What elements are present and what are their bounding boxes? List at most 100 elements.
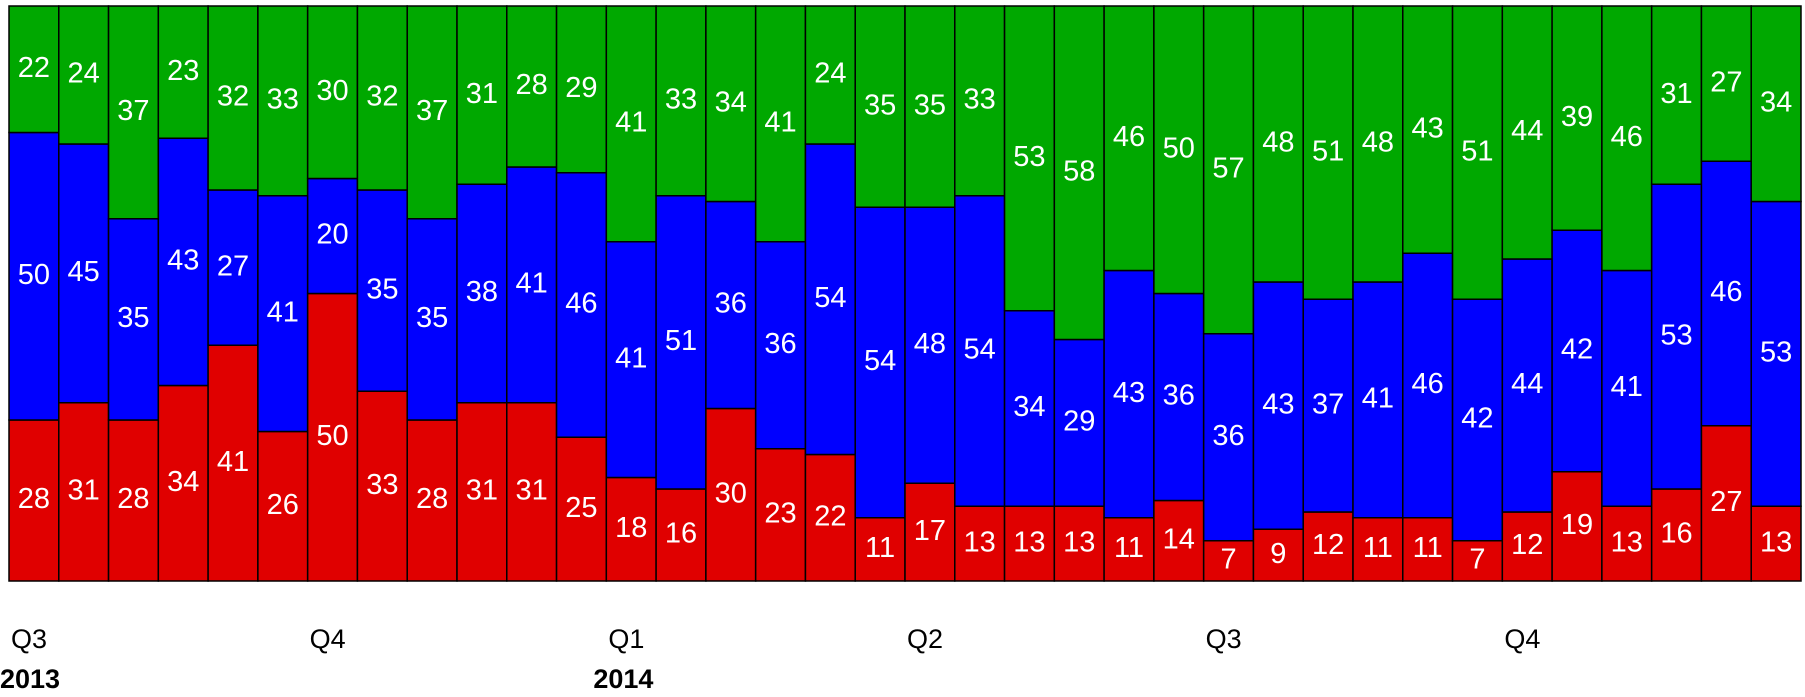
- data-label: 46: [565, 288, 597, 320]
- data-label: 36: [715, 288, 747, 320]
- data-label: 31: [466, 475, 498, 507]
- data-label: 44: [1511, 368, 1543, 400]
- data-label: 24: [68, 58, 100, 90]
- data-label: 13: [964, 526, 996, 558]
- data-label: 36: [764, 328, 796, 360]
- bar-segment: [8, 5, 60, 134]
- bar-segment: [1601, 5, 1653, 272]
- bar-segment: [107, 5, 160, 220]
- bar-segment: [1302, 511, 1354, 582]
- bar-segment: [1601, 505, 1653, 582]
- data-label: 53: [1013, 141, 1045, 173]
- bar-segment: [754, 241, 807, 450]
- data-label: 53: [1760, 337, 1792, 369]
- bar-segment: [157, 384, 209, 582]
- data-label: 31: [1660, 78, 1692, 110]
- bar-segment: [356, 189, 408, 392]
- bar-segment: [1402, 252, 1454, 519]
- bar-segment: [1153, 5, 1205, 295]
- data-label: 11: [1363, 532, 1393, 564]
- data-label: 35: [366, 273, 398, 305]
- data-label: 33: [267, 84, 299, 116]
- data-label: 33: [964, 84, 996, 116]
- data-label: 28: [416, 483, 448, 515]
- year-label: 2013: [0, 664, 60, 694]
- bar-segment: [1601, 269, 1653, 507]
- bar-segment: [954, 5, 1006, 197]
- data-label: 14: [1163, 523, 1195, 555]
- bar-segment: [804, 453, 856, 582]
- data-label: 36: [1212, 420, 1244, 452]
- data-label: 37: [117, 95, 149, 127]
- data-label: 58: [1063, 155, 1095, 187]
- data-label: 43: [1113, 377, 1145, 409]
- data-label: 48: [1262, 127, 1294, 159]
- data-label: 41: [516, 268, 548, 300]
- bar-segment: [406, 419, 458, 582]
- bar-segment: [904, 482, 956, 582]
- bar-segment: [1750, 200, 1802, 507]
- data-label: 20: [316, 219, 348, 251]
- bar-segment: [257, 5, 309, 197]
- data-label: 12: [1511, 529, 1543, 561]
- data-label: 33: [665, 84, 697, 116]
- bar-segment: [1003, 505, 1056, 582]
- bar-segment: [1750, 505, 1802, 582]
- bar-segment: [1551, 5, 1603, 231]
- data-label: 43: [1412, 112, 1444, 144]
- year-label: 2014: [593, 664, 653, 694]
- data-label: 28: [18, 483, 50, 515]
- bar-segment: [854, 5, 906, 208]
- bar-segment: [1501, 258, 1553, 513]
- data-label: 28: [516, 69, 548, 101]
- data-label: 46: [1412, 368, 1444, 400]
- data-label: 11: [1413, 532, 1443, 564]
- bar-segment: [804, 143, 856, 456]
- bar-segment: [1202, 333, 1255, 542]
- bar-segment: [157, 5, 209, 139]
- bar-segment: [1650, 488, 1703, 582]
- bar-segment: [1501, 5, 1553, 260]
- bar-segment: [406, 5, 458, 220]
- data-label: 32: [366, 81, 398, 113]
- data-label: 13: [1063, 526, 1095, 558]
- data-label: 9: [1270, 538, 1286, 570]
- data-label: 41: [1362, 383, 1394, 415]
- bar-segment: [1053, 5, 1105, 341]
- data-label: 50: [316, 420, 348, 452]
- bar-segment: [1003, 310, 1056, 507]
- data-label: 46: [1113, 121, 1145, 153]
- data-label: 51: [1312, 135, 1344, 167]
- data-label: 28: [117, 483, 149, 515]
- data-label: 29: [1063, 406, 1095, 438]
- data-label: 12: [1312, 529, 1344, 561]
- data-label: 32: [217, 81, 249, 113]
- bar-segment: [1252, 5, 1304, 283]
- data-label: 7: [1469, 544, 1485, 576]
- data-label: 35: [864, 89, 896, 121]
- data-label: 42: [1561, 334, 1593, 366]
- bar-segment: [555, 5, 608, 174]
- bar-segment: [58, 143, 110, 404]
- data-label: 41: [615, 107, 647, 139]
- data-label: 13: [1611, 526, 1643, 558]
- data-label: 7: [1220, 544, 1236, 576]
- bar-segment: [1650, 5, 1703, 185]
- data-label: 23: [167, 55, 199, 87]
- bar-segment: [904, 5, 956, 208]
- bar-segment: [605, 5, 657, 243]
- data-label: 37: [1312, 388, 1344, 420]
- data-label: 45: [68, 256, 100, 288]
- data-label: 51: [665, 325, 697, 357]
- bar-segment: [58, 5, 110, 145]
- data-label: 35: [914, 89, 946, 121]
- bar-segment: [1750, 5, 1802, 203]
- data-label: 29: [565, 72, 597, 104]
- data-label: 30: [715, 477, 747, 509]
- data-label: 13: [1760, 526, 1792, 558]
- bar-segment: [107, 419, 160, 582]
- data-label: 34: [715, 86, 747, 118]
- bar-segment: [804, 5, 856, 145]
- data-label: 25: [565, 492, 597, 524]
